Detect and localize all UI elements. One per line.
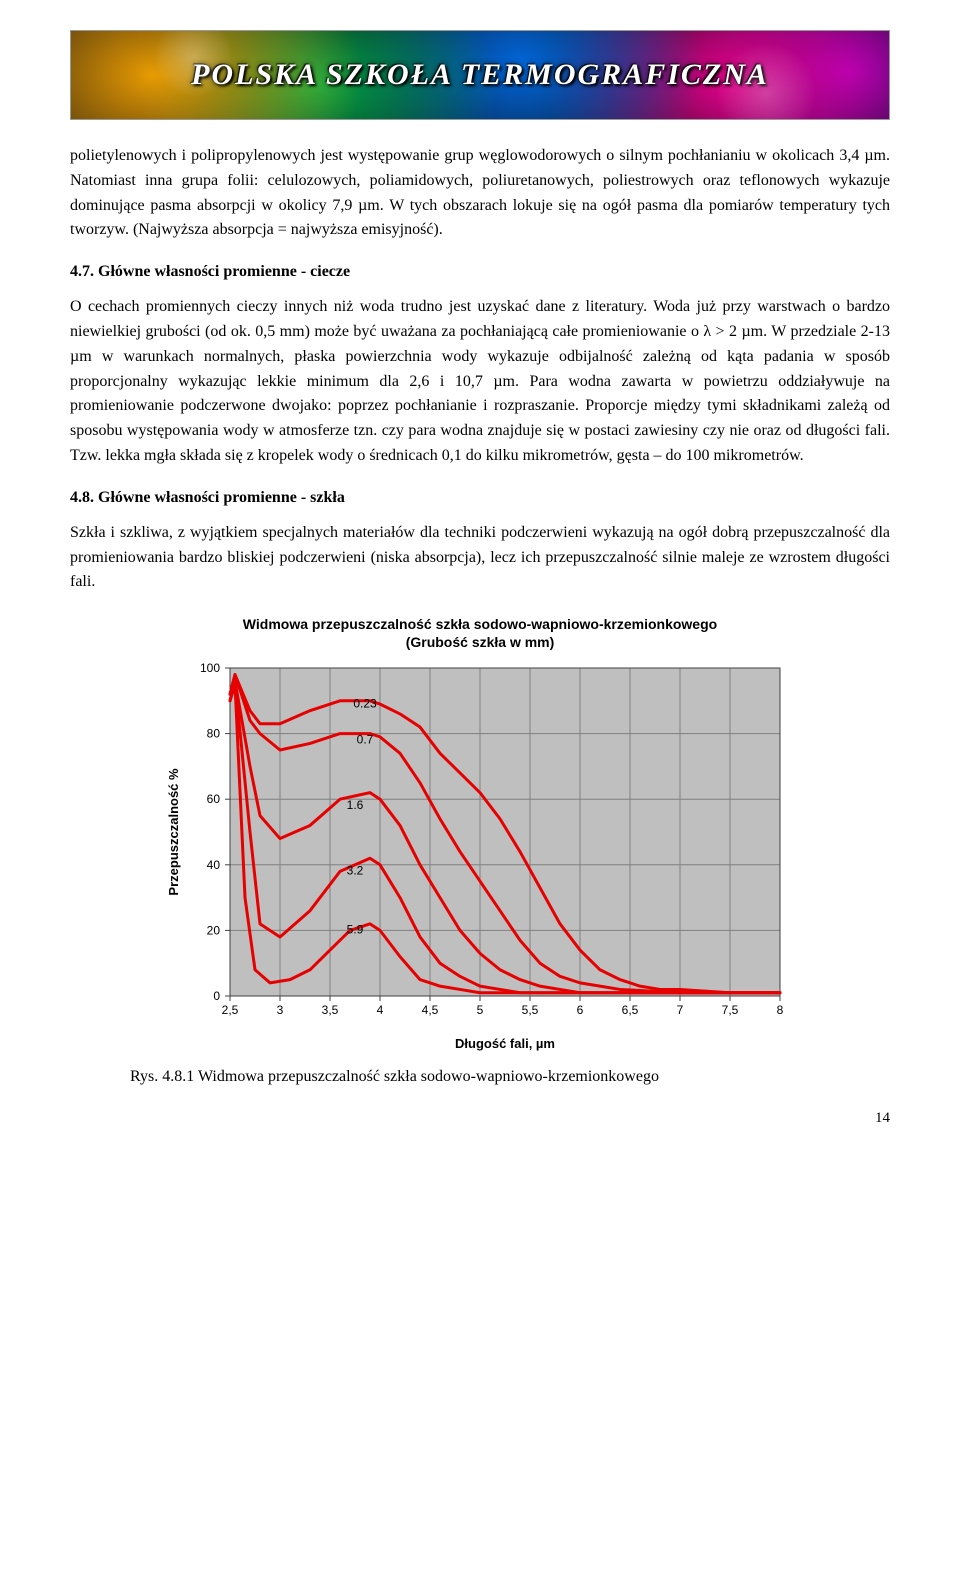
chart-title: Widmowa przepuszczalność szkła sodowo-wa… [160,615,800,651]
svg-text:6: 6 [577,1003,584,1017]
header-banner: POLSKA SZKOŁA TERMOGRAFICZNA [70,30,890,120]
paragraph-2: O cechach promiennych cieczy innych niż … [70,295,890,469]
svg-text:0: 0 [213,989,220,1003]
svg-text:Przepuszczalność %: Przepuszczalność % [166,768,181,896]
svg-text:60: 60 [207,792,221,806]
banner-title: POLSKA SZKOŁA TERMOGRAFICZNA [71,31,889,119]
svg-text:0.23: 0.23 [353,696,377,710]
chart-title-line2: (Grubość szkła w mm) [406,634,555,650]
svg-text:5: 5 [477,1003,484,1017]
svg-text:0.7: 0.7 [357,732,374,746]
chart-container: Widmowa przepuszczalność szkła sodowo-wa… [160,615,800,1057]
chart-title-line1: Widmowa przepuszczalność szkła sodowo-wa… [243,616,717,632]
svg-text:2,5: 2,5 [222,1003,239,1017]
svg-text:100: 100 [200,661,220,675]
paragraph-1: polietylenowych i polipropylenowych jest… [70,144,890,243]
svg-text:7: 7 [677,1003,684,1017]
svg-text:80: 80 [207,726,221,740]
svg-text:5.9: 5.9 [347,922,364,936]
heading-4-7: 4.7. Główne własności promienne - ciecze [70,263,890,281]
page: POLSKA SZKOŁA TERMOGRAFICZNA polietyleno… [0,0,960,1167]
transmittance-chart: 0.23 0.7 1.6 3.2 5.9 2,5 3 3,5 4 4,5 5 5,5 6 6,5 7 7,5 8… [160,658,800,1058]
svg-text:3,5: 3,5 [322,1003,339,1017]
figure-caption: Rys. 4.8.1 Widmowa przepuszczalność szkł… [130,1068,890,1086]
svg-text:3.2: 3.2 [347,863,364,877]
svg-text:4: 4 [377,1003,384,1017]
svg-text:5,5: 5,5 [522,1003,539,1017]
page-number: 14 [70,1110,890,1127]
svg-text:7,5: 7,5 [722,1003,739,1017]
svg-text:8: 8 [777,1003,784,1017]
heading-4-8: 4.8. Główne własności promienne - szkła [70,489,890,507]
svg-text:4,5: 4,5 [422,1003,439,1017]
svg-text:Długość fali, µm: Długość fali, µm [455,1036,555,1051]
svg-text:20: 20 [207,923,221,937]
svg-text:1.6: 1.6 [347,797,364,811]
svg-text:40: 40 [207,857,221,871]
svg-text:6,5: 6,5 [622,1003,639,1017]
paragraph-3: Szkła i szkliwa, z wyjątkiem specjalnych… [70,521,890,595]
svg-text:3: 3 [277,1003,284,1017]
